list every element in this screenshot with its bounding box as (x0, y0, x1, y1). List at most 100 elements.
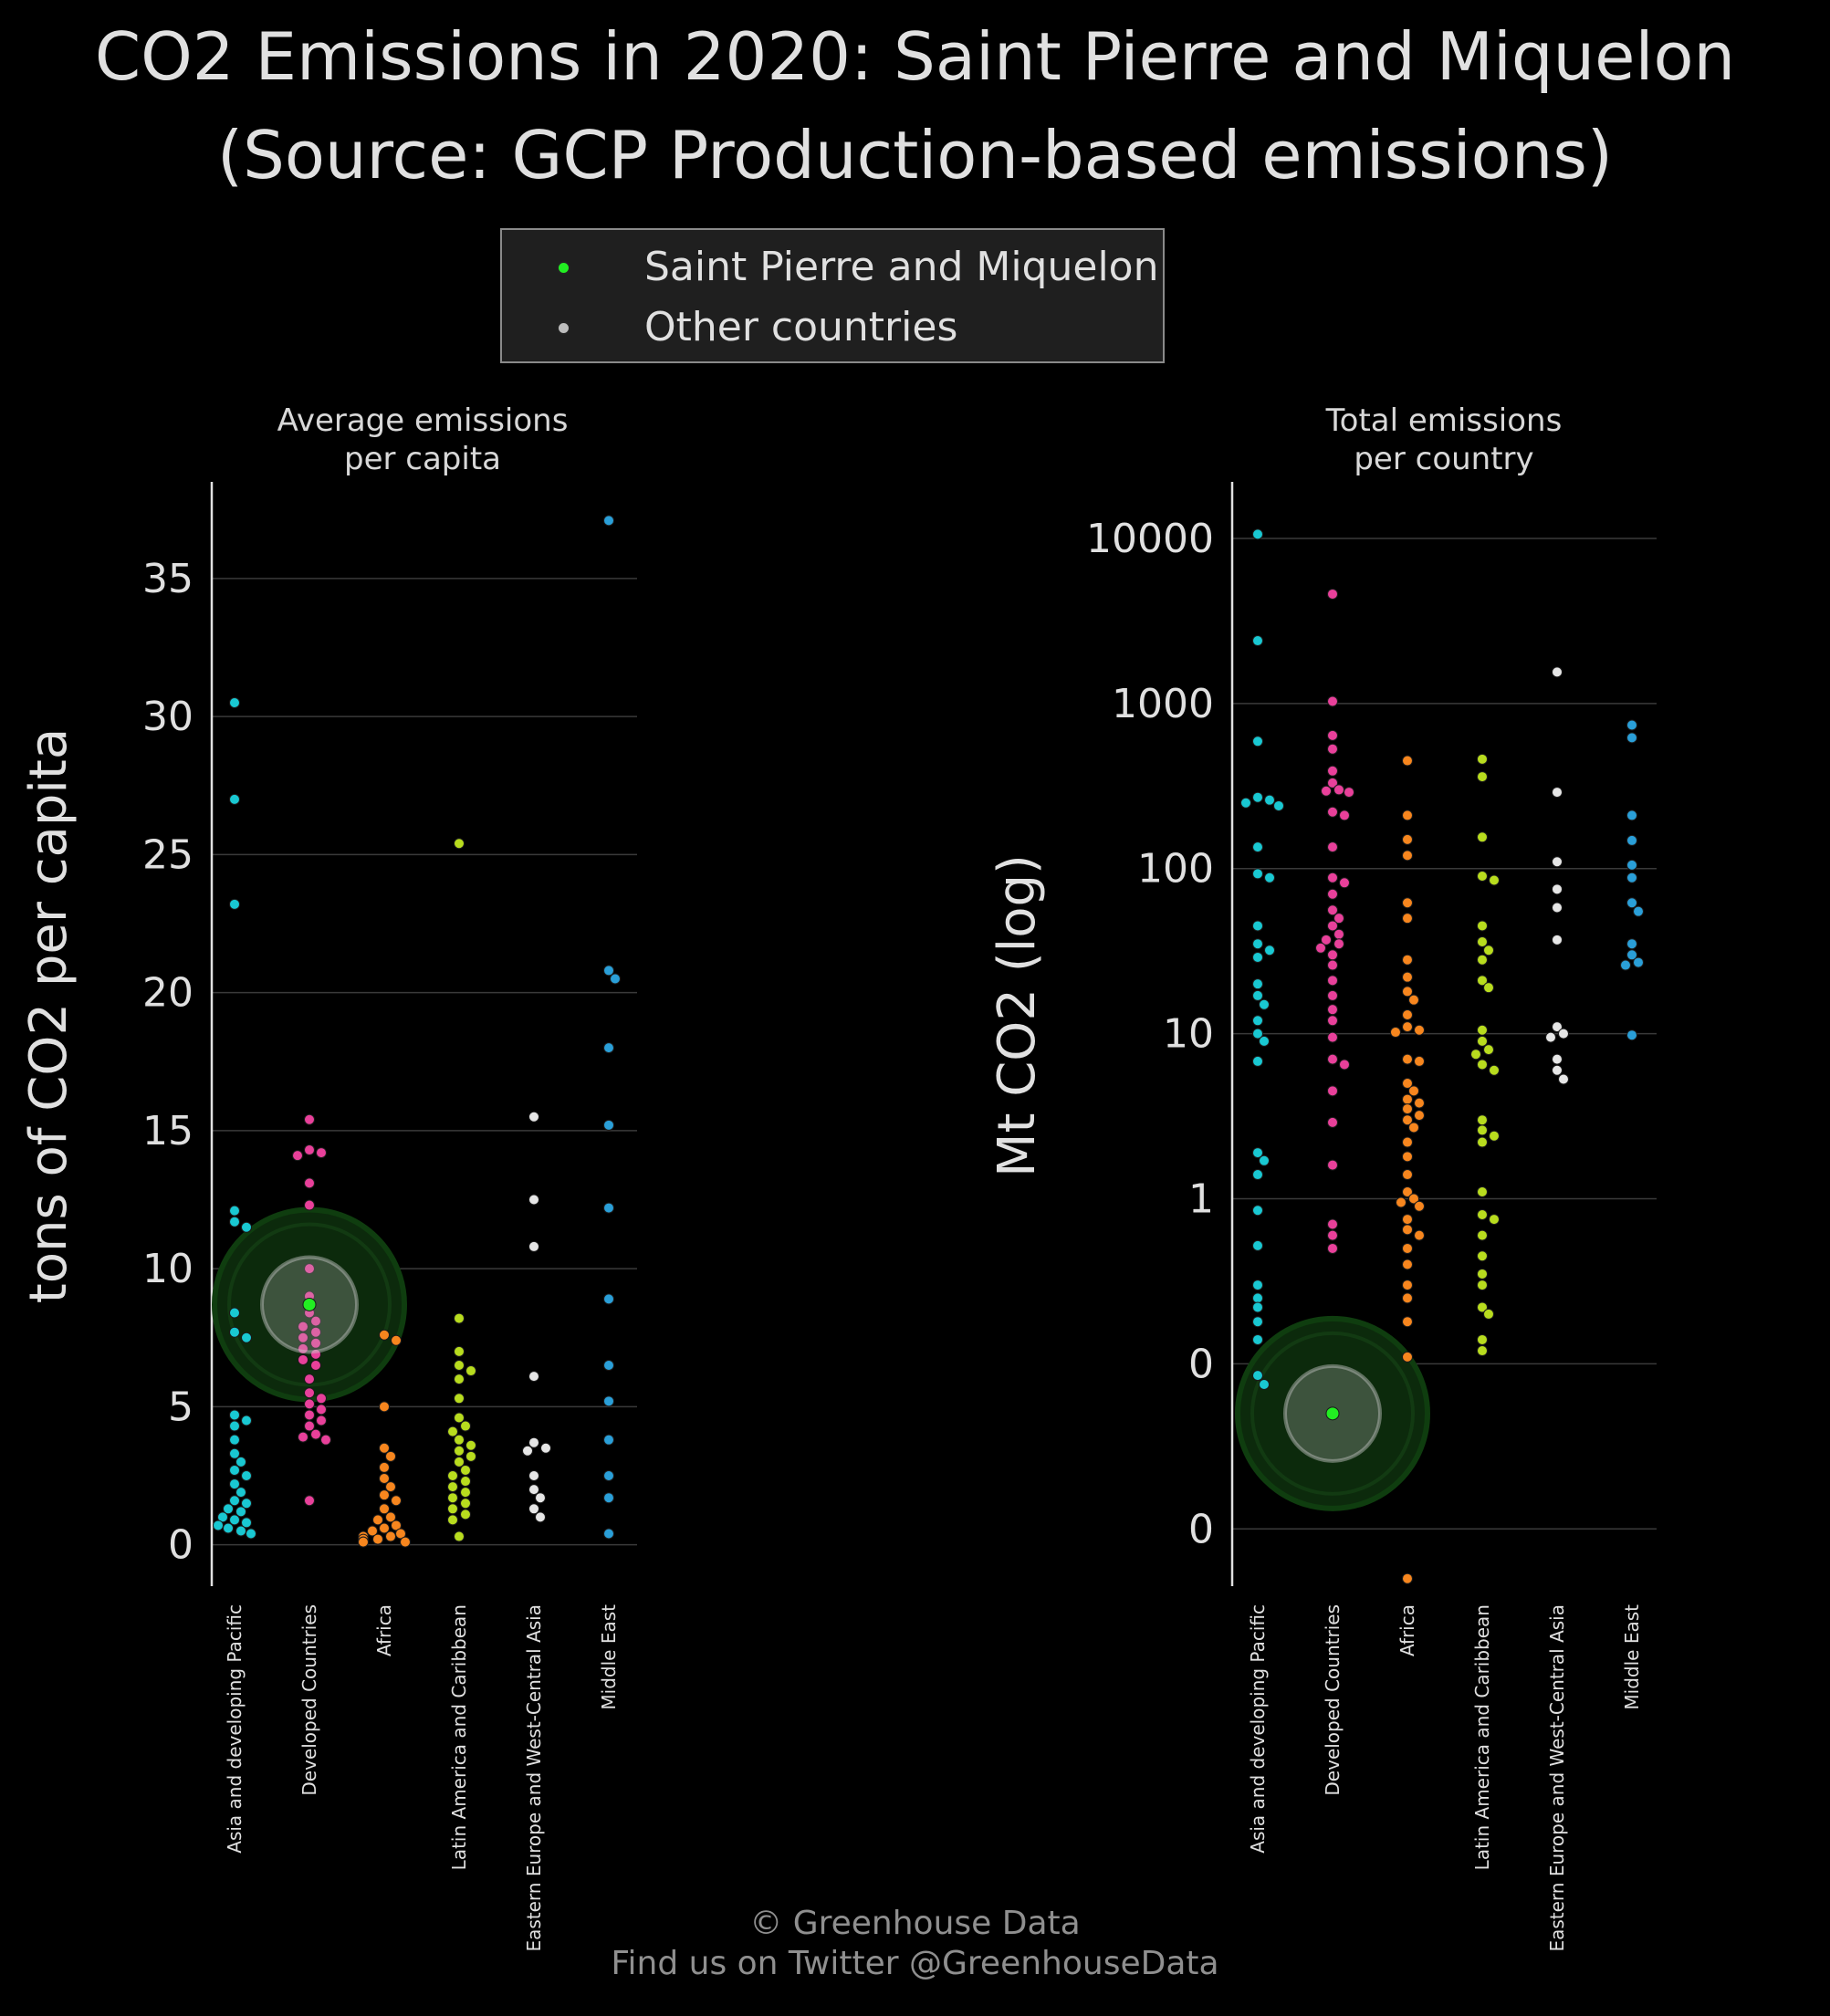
panel2-point-asia-and-developing-pacific (1252, 1015, 1263, 1027)
panel1-point-africa (391, 1495, 402, 1507)
panel1-ytick-label: 5 (168, 1384, 193, 1430)
panel1-point-developed-countries (316, 1147, 327, 1159)
panel2-point-latin-america-and-caribbean (1483, 982, 1494, 994)
panel2-point-latin-america-and-caribbean (1477, 954, 1488, 966)
panel1-point-asia-and-developing-pacific (213, 1520, 224, 1531)
panel2-point-developed-countries (1321, 934, 1332, 945)
panel2-point-africa (1402, 1021, 1413, 1033)
panel1-point-asia-and-developing-pacific (229, 1514, 240, 1526)
panel2-point-africa (1402, 1259, 1413, 1270)
panel2-ytick-label: 1000 (1112, 681, 1214, 727)
panel2-point-latin-america-and-caribbean (1477, 753, 1488, 765)
panel1-point-africa (379, 1489, 390, 1501)
panel1-point-developed-countries (316, 1393, 327, 1405)
panel1-point-latin-america-and-caribbean (460, 1464, 471, 1476)
panel1-point-asia-and-developing-pacific (229, 1307, 240, 1319)
panel2-point-asia-and-developing-pacific (1264, 794, 1275, 806)
panel2-point-africa (1402, 1103, 1413, 1115)
panel2-point-asia-and-developing-pacific (1252, 868, 1263, 880)
panel1-ytick-label: 35 (142, 556, 193, 602)
panel1-point-developed-countries (304, 1420, 315, 1432)
panel1-point-developed-countries (304, 1409, 315, 1421)
panel2-point-latin-america-and-caribbean (1477, 771, 1488, 783)
panel2-point-eastern-europe-and-west-central-asia (1552, 1064, 1563, 1076)
panel2-point-latin-america-and-caribbean (1477, 1250, 1488, 1262)
panel1-xtick-label: Latin America and Caribbean (448, 1604, 470, 1870)
panel1-point-latin-america-and-caribbean (465, 1439, 476, 1451)
panel2-point-asia-and-developing-pacific (1252, 736, 1263, 747)
panel2-point-africa (1402, 810, 1413, 821)
panel2-point-asia-and-developing-pacific (1252, 791, 1263, 803)
panel1-point-asia-and-developing-pacific (241, 1415, 252, 1426)
panel1-point-asia-and-developing-pacific (229, 1434, 240, 1446)
panel2-point-africa (1414, 1055, 1425, 1067)
panel1-point-latin-america-and-caribbean (454, 1345, 465, 1357)
panel2-point-africa (1402, 986, 1413, 998)
panel2-point-africa (1408, 1122, 1419, 1133)
panel2-ytick-label: 1 (1188, 1175, 1214, 1222)
panel1-point-asia-and-developing-pacific (217, 1511, 228, 1523)
panel2-point-latin-america-and-caribbean (1477, 1186, 1488, 1198)
panel1-highlight-halo-ring (227, 1222, 392, 1387)
panel1-point-eastern-europe-and-west-central-asia (528, 1194, 539, 1206)
panel2-point-latin-america-and-caribbean (1477, 831, 1488, 843)
panel1-point-eastern-europe-and-west-central-asia (540, 1442, 551, 1454)
panel1-title-line: Average emissions (277, 402, 569, 439)
panel2-ylabel: Mt CO2 (log) (988, 854, 1047, 1177)
panel1-xtick-label: Middle East (598, 1604, 620, 1710)
panel1-point-eastern-europe-and-west-central-asia (528, 1111, 539, 1123)
panel2-point-developed-countries (1327, 777, 1338, 789)
panel1-point-eastern-europe-and-west-central-asia (528, 1240, 539, 1252)
panel1-ytick-label: 30 (142, 694, 193, 740)
panel2-point-developed-countries (1333, 913, 1344, 924)
panel1-point-asia-and-developing-pacific (223, 1522, 234, 1534)
panel1-point-africa (379, 1329, 390, 1341)
panel2-point-latin-america-and-caribbean (1470, 1049, 1481, 1060)
panel2-xtick-label: Africa (1396, 1604, 1418, 1656)
panel1-point-africa (379, 1401, 390, 1413)
panel2-point-asia-and-developing-pacific (1252, 1205, 1263, 1217)
panel2-point-africa (1402, 1151, 1413, 1163)
panel2-point-eastern-europe-and-west-central-asia (1552, 934, 1563, 945)
panel2-point-latin-america-and-caribbean (1477, 1280, 1488, 1291)
panel2-point-developed-countries (1333, 928, 1344, 940)
panel1-point-asia-and-developing-pacific (235, 1456, 246, 1468)
panel1-point-middle-east (603, 965, 614, 977)
panel1-point-eastern-europe-and-west-central-asia (528, 1371, 539, 1383)
panel2-point-developed-countries (1327, 975, 1338, 987)
panel1-point-asia-and-developing-pacific (229, 1447, 240, 1459)
panel2-point-eastern-europe-and-west-central-asia (1552, 883, 1563, 895)
panel1-point-eastern-europe-and-west-central-asia (528, 1503, 539, 1515)
panel2-point-eastern-europe-and-west-central-asia (1552, 902, 1563, 914)
panel1-point-eastern-europe-and-west-central-asia (528, 1484, 539, 1496)
panel2-point-latin-america-and-caribbean (1477, 1345, 1488, 1357)
panel2-point-latin-america-and-caribbean (1477, 1333, 1488, 1345)
panel1-point-asia-and-developing-pacific (235, 1487, 246, 1499)
panel2-point-africa (1402, 1316, 1413, 1328)
legend-label-other: Other countries (644, 303, 958, 350)
panel2-point-latin-america-and-caribbean (1477, 1209, 1488, 1221)
panel2-point-africa (1402, 1292, 1413, 1304)
panel2-point-africa (1402, 1186, 1413, 1198)
panel1-point-developed-countries (310, 1428, 321, 1440)
panel2-point-developed-countries (1327, 729, 1338, 741)
panel1-point-middle-east (603, 1434, 614, 1446)
panel2-point-latin-america-and-caribbean (1477, 1301, 1488, 1313)
panel1-point-asia-and-developing-pacific (241, 1332, 252, 1343)
panel2-point-asia-and-developing-pacific (1252, 938, 1263, 950)
panel1-point-developed-countries (304, 1398, 315, 1410)
panel2-point-asia-and-developing-pacific (1273, 799, 1284, 811)
panel2-point-africa (1402, 850, 1413, 862)
panel2-point-middle-east (1626, 872, 1637, 883)
panel1-point-asia-and-developing-pacific (235, 1525, 246, 1537)
panel1-xtick-label: Asia and developing Pacific (224, 1604, 246, 1854)
panel2-point-africa (1402, 1078, 1413, 1090)
panel1-point-asia-and-developing-pacific (229, 1326, 240, 1338)
panel1-point-developed-countries (316, 1415, 327, 1426)
panel2-point-developed-countries (1327, 904, 1338, 916)
panel2-point-developed-countries (1327, 841, 1338, 853)
legend-marker-highlight (557, 261, 570, 275)
panel2-ytick-label: 10000 (1086, 516, 1214, 562)
panel2-point-asia-and-developing-pacific (1252, 1147, 1263, 1159)
